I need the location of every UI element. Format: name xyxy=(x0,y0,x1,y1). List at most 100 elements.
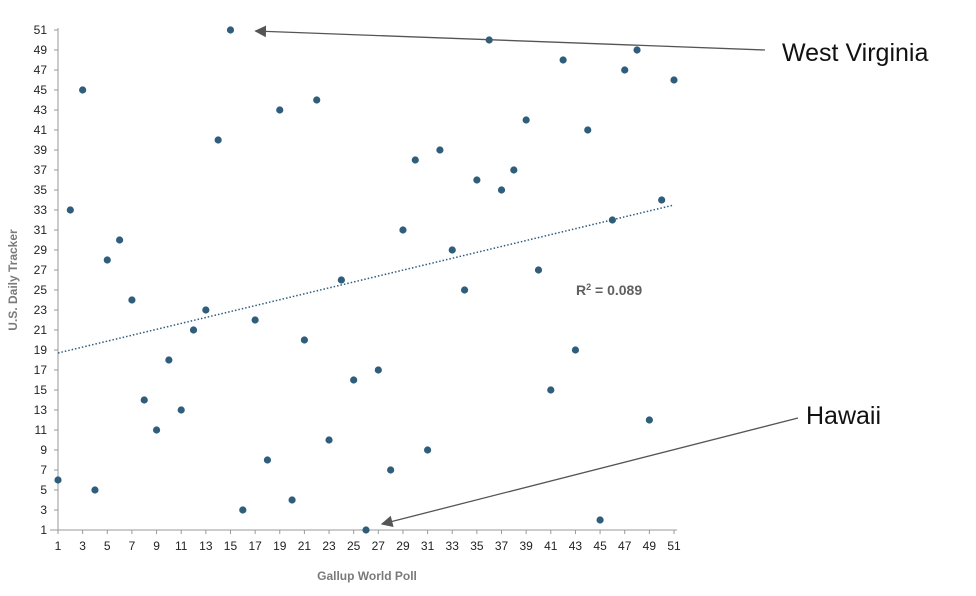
trendline-layer: R2 = 0.089 xyxy=(57,204,675,354)
data-point xyxy=(251,316,259,324)
y-tick-label: 17 xyxy=(34,363,48,377)
x-tick-label: 21 xyxy=(298,539,312,553)
data-point xyxy=(547,386,555,394)
y-tick-label: 7 xyxy=(40,463,47,477)
data-point xyxy=(522,116,530,124)
y-tick-label: 19 xyxy=(34,343,48,357)
data-point xyxy=(374,366,382,374)
x-tick-label: 13 xyxy=(199,539,213,553)
y-tick-label: 1 xyxy=(40,523,47,537)
x-tick-label: 35 xyxy=(470,539,484,553)
data-point xyxy=(239,506,247,514)
x-tick-label: 1 xyxy=(55,539,62,553)
x-tick-label: 7 xyxy=(129,539,136,553)
data-point xyxy=(448,246,456,254)
x-tick-label: 49 xyxy=(643,539,657,553)
x-tick-label: 27 xyxy=(372,539,386,553)
x-tick-label: 51 xyxy=(667,539,681,553)
data-point xyxy=(670,76,678,84)
x-tick-label: 47 xyxy=(618,539,632,553)
y-tick-label: 41 xyxy=(34,123,48,137)
data-point xyxy=(497,186,506,194)
data-point xyxy=(473,176,481,184)
data-point xyxy=(411,156,419,164)
y-tick-label: 35 xyxy=(34,183,48,197)
data-point xyxy=(350,376,358,384)
y-tick-label: 27 xyxy=(34,263,48,277)
x-tick-label: 9 xyxy=(153,539,160,553)
y-tick-label: 25 xyxy=(34,283,48,297)
data-point xyxy=(189,326,198,334)
data-point xyxy=(584,126,592,134)
x-tick-label: 41 xyxy=(544,539,558,553)
annotation-arrow xyxy=(254,25,766,51)
data-point xyxy=(399,226,407,234)
y-tick-label: 45 xyxy=(34,83,48,97)
data-point xyxy=(387,466,395,474)
data-point xyxy=(621,66,629,74)
data-point xyxy=(128,296,136,304)
x-tick-label: 15 xyxy=(224,539,238,553)
y-tick-label: 51 xyxy=(34,23,48,37)
data-point xyxy=(263,456,272,464)
data-point xyxy=(202,306,210,314)
data-point xyxy=(91,486,99,494)
x-tick-label: 25 xyxy=(347,539,361,553)
x-tick-label: 43 xyxy=(569,539,583,553)
y-tick-label: 3 xyxy=(40,503,47,517)
data-point xyxy=(288,496,296,504)
x-tick-label: 29 xyxy=(396,539,410,553)
y-tick-label: 15 xyxy=(34,383,48,397)
data-point xyxy=(226,26,235,34)
data-point xyxy=(596,516,604,524)
data-point xyxy=(534,266,543,274)
data-point xyxy=(337,276,345,284)
data-point xyxy=(79,86,87,94)
data-point xyxy=(177,406,185,414)
x-tick-label: 45 xyxy=(593,539,607,553)
data-point xyxy=(362,526,370,534)
data-point xyxy=(633,46,641,54)
y-tick-label: 39 xyxy=(34,143,48,157)
y-tick-label: 23 xyxy=(34,303,48,317)
y-tick-label: 43 xyxy=(34,103,48,117)
x-tick-label: 31 xyxy=(421,539,435,553)
data-point xyxy=(276,106,284,114)
y-tick-label: 29 xyxy=(34,243,48,257)
data-point xyxy=(300,336,308,344)
y-tick-label: 49 xyxy=(34,43,48,57)
y-axis-title: U.S. Daily Tracker xyxy=(6,229,20,331)
x-axis-title: Gallup World Poll xyxy=(317,569,417,583)
y-tick-label: 21 xyxy=(34,323,48,337)
data-point xyxy=(645,416,653,424)
data-point xyxy=(608,216,617,224)
y-tick-label: 37 xyxy=(34,163,48,177)
y-tick-label: 11 xyxy=(35,423,48,437)
data-point xyxy=(116,236,124,244)
axes-layer: 1 3 5 7 9 11 13 15 17 19 21 23 25 27 29 31 33 35 37 39 41 43 4… xyxy=(34,23,681,553)
annotations-layer: West Virginia Hawaii xyxy=(254,25,928,528)
x-tick-label: 23 xyxy=(322,539,336,553)
y-tick-label: 13 xyxy=(34,403,48,417)
x-tick-label: 17 xyxy=(248,539,262,553)
data-point xyxy=(559,56,567,64)
x-tick-label: 37 xyxy=(495,539,509,553)
points-layer xyxy=(54,26,678,534)
trendline xyxy=(57,204,675,354)
x-tick-label: 19 xyxy=(273,539,287,553)
data-point xyxy=(325,436,333,444)
r-squared-label: R2 = 0.089 xyxy=(576,282,642,298)
data-point xyxy=(66,206,74,214)
annotation-arrow xyxy=(380,417,799,528)
annotation-label: West Virginia xyxy=(782,39,928,67)
x-tick-label: 39 xyxy=(519,539,533,553)
data-point xyxy=(165,356,173,364)
annotation-label: Hawaii xyxy=(806,402,881,430)
data-point xyxy=(460,286,469,294)
data-point xyxy=(152,426,161,434)
x-tick-label: 33 xyxy=(446,539,460,553)
data-point xyxy=(424,446,432,454)
data-point xyxy=(658,196,666,204)
